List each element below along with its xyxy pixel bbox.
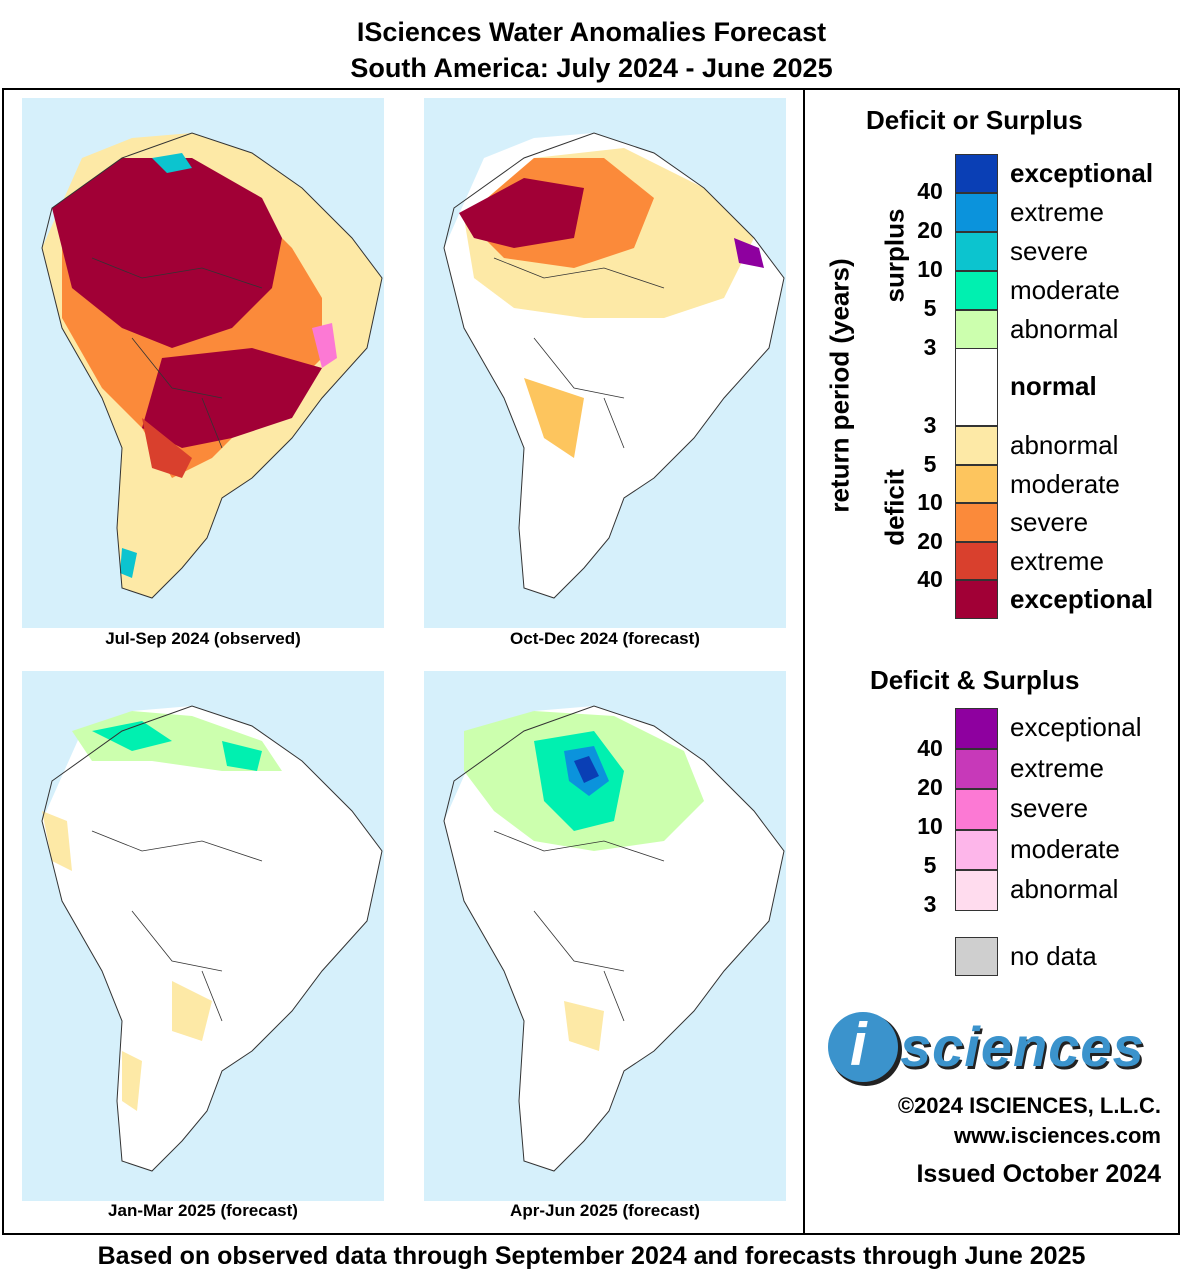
panel-caption-jul-sep: Jul-Sep 2024 (observed)	[105, 629, 301, 648]
legend-surplus-swatch-exceptional	[955, 154, 998, 193]
map-panel-oct-dec	[424, 98, 786, 628]
legend-deficit-tick-10: 10	[917, 489, 943, 515]
website-text: www.isciences.com	[953, 1123, 1161, 1148]
legend-swatch-no-data	[955, 937, 998, 976]
legend-axis-label: return period (years)	[824, 258, 855, 513]
panel-caption-oct-dec: Oct-Dec 2024 (forecast)	[510, 629, 700, 648]
legend-both-label-exceptional: exceptional	[1010, 712, 1142, 742]
legend-deficit-label: deficit	[879, 469, 910, 546]
figure-frame	[2, 88, 1180, 1235]
legend-deficit-tick-20: 20	[917, 527, 943, 554]
legend-deficit-swatch-moderate	[955, 464, 998, 503]
legend-deficit-tick-40: 40	[917, 566, 943, 592]
map-panel-jan-mar	[22, 671, 384, 1201]
legend-both-label-severe: severe	[1010, 793, 1089, 823]
legend-both-label-extreme: extreme	[1010, 752, 1104, 783]
panel-caption-jan-mar: Jan-Mar 2025 (forecast)	[108, 1201, 298, 1220]
legend-both-swatch-abnormal	[955, 870, 998, 911]
legend-both-tick-10: 10	[917, 813, 943, 839]
legend-swatch-normal	[955, 348, 998, 426]
legend-deficit-swatch-abnormal	[955, 426, 998, 465]
legend-surplus-tick-3: 3	[923, 334, 937, 360]
legend-both-tick-3: 3	[923, 891, 937, 917]
legend-deficit-label-severe: severe	[1010, 507, 1089, 537]
legend-both-swatch-extreme	[955, 748, 998, 789]
isciences-logo	[828, 1012, 902, 1086]
legend-surplus-swatch-abnormal	[955, 310, 998, 349]
south-america-map-oct-dec	[443, 132, 785, 599]
legend-deficit-and-surplus-title: Deficit & Surplus	[870, 665, 1080, 695]
legend-both-swatch-severe	[955, 789, 998, 830]
legend-deficit-label-exceptional: exceptional	[1010, 584, 1154, 614]
legend-both-swatch-exceptional	[955, 708, 998, 749]
legend-both-swatch-moderate	[955, 829, 998, 870]
legend-both-tick-20: 20	[917, 774, 943, 800]
legend-surplus-tick-20: 20	[917, 217, 943, 243]
legend-surplus-label: surplus	[879, 208, 910, 303]
legend-deficit-swatch-extreme	[955, 541, 998, 580]
footer-note: Based on observed data through September…	[97, 1242, 1086, 1270]
legend-surplus-label-abnormal: abnormal	[1010, 314, 1119, 344]
legend-divider	[803, 88, 805, 1235]
legend-deficit-label-abnormal: abnormal	[1010, 430, 1119, 460]
legend-deficit-swatch-severe	[955, 503, 998, 542]
legend-surplus-label-moderate: moderate	[1010, 275, 1120, 305]
legend-deficit-swatch-exceptional	[955, 580, 998, 619]
legend-deficit-label-extreme: extreme	[1010, 545, 1104, 576]
south-america-map-jan-mar	[41, 705, 383, 1172]
legend-surplus-label-exceptional: exceptional	[1010, 158, 1154, 188]
legend-surplus-label-extreme: extreme	[1010, 197, 1104, 227]
map-title: ISciences Water Anomalies Forecast	[356, 17, 827, 47]
panel-caption-apr-jun: Apr-Jun 2025 (forecast)	[510, 1201, 700, 1220]
legend-deficit-tick-5: 5	[923, 450, 937, 477]
map-subtitle: South America: July 2024 - June 2025	[350, 53, 833, 83]
map-panel-jul-sep	[22, 98, 384, 628]
legend-both-label-moderate: moderate	[1010, 833, 1120, 864]
legend-deficit-tick-3: 3	[923, 412, 937, 438]
south-america-map-jul-sep	[41, 132, 383, 599]
logo-i-letter: i	[850, 1011, 867, 1078]
legend-surplus-tick-10: 10	[917, 256, 943, 282]
legend-both-tick-40: 40	[917, 735, 943, 761]
legend-deficit-or-surplus-title: Deficit or Surplus	[866, 105, 1083, 135]
legend-label-no-data: no data	[1010, 941, 1097, 971]
map-panel-apr-jun	[424, 671, 786, 1201]
legend-both-tick-5: 5	[923, 852, 937, 878]
issued-date: Issued October 2024	[916, 1160, 1161, 1188]
copyright-text: ©2024 ISCIENCES, L.L.C.	[897, 1093, 1161, 1118]
legend-deficit-label-moderate: moderate	[1010, 468, 1120, 499]
legend-surplus-swatch-extreme	[955, 193, 998, 232]
legend-both-label-abnormal: abnormal	[1010, 874, 1119, 904]
south-america-map-apr-jun	[443, 705, 785, 1172]
legend-surplus-tick-40: 40	[917, 178, 943, 204]
logo-wordmark: sciences	[900, 1015, 1145, 1078]
legend-label-normal: normal	[1010, 371, 1097, 401]
legend-surplus-label-severe: severe	[1010, 236, 1089, 266]
legend-surplus-tick-5: 5	[923, 295, 937, 321]
legend-surplus-swatch-severe	[955, 232, 998, 271]
legend-surplus-swatch-moderate	[955, 271, 998, 310]
